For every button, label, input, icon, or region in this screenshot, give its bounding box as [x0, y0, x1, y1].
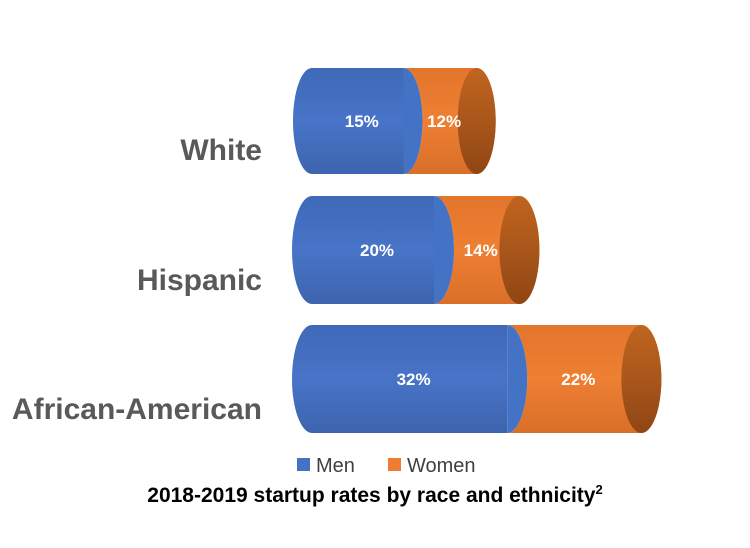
data-label-women-hispanic: 14% [464, 241, 498, 260]
bars-layer [292, 68, 662, 433]
category-labels: White Hispanic African-American [12, 134, 262, 426]
bar-seam-african-american [507, 325, 528, 433]
bar-men-white [293, 68, 404, 174]
legend-swatch-men [297, 458, 310, 471]
data-label-men-white: 15% [345, 112, 379, 131]
chart-title-text: 2018-2019 startup rates by race and ethn… [147, 484, 596, 507]
bar-endcap-hispanic [499, 196, 540, 304]
bar-endcap-white [457, 68, 496, 174]
data-labels: 15% 12% 20% 14% 32% 22% [345, 112, 596, 389]
bar-seam-hispanic [434, 196, 454, 304]
legend-label-women: Women [407, 455, 476, 477]
legend-swatch-women [388, 458, 401, 471]
chart-title: 2018-2019 startup rates by race and ethn… [0, 482, 750, 508]
legend: Men Women [297, 455, 476, 477]
data-label-men-african-american: 32% [397, 370, 431, 389]
data-label-women-african-american: 22% [561, 370, 595, 389]
category-label-hispanic: Hispanic [137, 264, 262, 297]
bar-seam-white [403, 68, 423, 174]
bar-women-african-american [507, 325, 662, 433]
bar-men-hispanic [292, 196, 434, 304]
legend-label-men: Men [316, 455, 355, 477]
category-label-white: White [180, 134, 262, 167]
bar-men-african-american [292, 325, 508, 433]
title-footnote: 2 [595, 482, 603, 497]
data-label-men-hispanic: 20% [360, 241, 394, 260]
data-label-women-white: 12% [427, 112, 461, 131]
bar-endcap-african-american [621, 325, 662, 433]
category-label-african-american: African-American [12, 393, 262, 426]
